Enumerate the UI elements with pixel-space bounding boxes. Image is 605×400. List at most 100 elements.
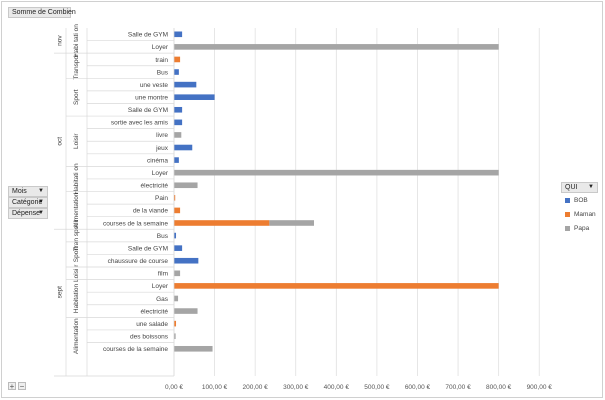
legend-label: Maman <box>574 211 596 218</box>
plus-icon: + <box>9 382 15 391</box>
bar-maman <box>174 195 176 201</box>
item-label: train <box>155 57 168 64</box>
x-tick-label: 600,00 € <box>405 384 431 391</box>
bar-papa <box>174 169 499 176</box>
item-label: Bus <box>157 233 169 240</box>
category-label: Loisir <box>73 133 80 149</box>
bar-papa <box>174 132 182 138</box>
bar-papa <box>269 220 315 226</box>
bar-bob <box>174 31 183 38</box>
bar-papa <box>174 295 179 302</box>
mois-field-button[interactable]: Mois ▼ <box>8 186 48 197</box>
month-label: nov <box>57 35 64 46</box>
bar-papa <box>174 270 181 277</box>
collapse-button[interactable]: − <box>18 382 26 391</box>
bar-maman <box>174 320 177 327</box>
legend-swatch <box>565 211 570 217</box>
item-label: Bus <box>157 69 169 76</box>
bar-papa <box>174 345 213 352</box>
bar-bob <box>174 69 179 75</box>
category-label: Habitation <box>73 283 80 313</box>
category-label: Habi tati on <box>73 24 80 57</box>
item-label: Salle de GYM <box>128 32 168 39</box>
item-label: Loyer <box>152 44 169 51</box>
category-label: Habitati on <box>73 163 80 194</box>
item-label: chaussure de course <box>108 258 169 265</box>
value-field-button[interactable]: Somme de Combien <box>8 7 76 18</box>
category-label: Sport <box>73 246 80 262</box>
bar-papa <box>174 308 198 314</box>
depense-field-label: Dépense <box>12 210 41 217</box>
bar-bob <box>174 119 183 126</box>
dropdown-arrow-icon: ▼ <box>38 188 44 194</box>
x-tick-label: 800,00 € <box>486 384 512 391</box>
item-label: cinéma <box>147 157 168 164</box>
item-label: courses de la semaine <box>103 220 168 227</box>
x-tick-label: 100,00 € <box>202 384 228 391</box>
x-tick-label: 700,00 € <box>445 384 471 391</box>
category-label: Transport <box>73 52 80 80</box>
item-label: courses de la semaine <box>103 346 168 353</box>
item-label: film <box>158 271 168 278</box>
item-label: Salle de GYM <box>128 245 168 252</box>
category-label: Tran spor t <box>73 220 80 251</box>
item-label: une salade <box>136 321 168 328</box>
minus-icon: − <box>19 382 25 391</box>
expand-button[interactable]: + <box>8 382 16 391</box>
mois-field-label: Mois <box>12 188 27 195</box>
categorie-field-button[interactable]: Catégorie ▼ <box>8 197 48 208</box>
month-label: oct <box>57 137 64 146</box>
dropdown-arrow-icon: ▼ <box>38 199 44 205</box>
qui-field-button[interactable]: QUI ▼ <box>561 182 598 193</box>
item-label: électricité <box>141 183 169 190</box>
bar-bob <box>174 245 183 251</box>
bar-papa <box>174 333 176 340</box>
bar-bob <box>174 257 199 264</box>
x-tick-label: 400,00 € <box>324 384 350 391</box>
item-label: des boissons <box>130 334 169 341</box>
month-label: sept <box>57 286 64 298</box>
item-label: Gas <box>156 296 169 303</box>
bar-maman <box>174 207 181 214</box>
bar-bob <box>174 94 215 100</box>
qui-field-label: QUI <box>565 184 578 191</box>
item-label: une montre <box>135 94 168 101</box>
categorie-field-label: Catégorie <box>12 199 43 206</box>
category-label: Alimentation <box>73 192 80 228</box>
legend-item: Maman <box>565 211 596 218</box>
bar-maman <box>174 283 499 289</box>
item-label: sortie avec les amis <box>111 120 169 127</box>
item-label: une veste <box>140 82 169 89</box>
legend-item: BOB <box>565 197 588 204</box>
bar-bob <box>174 81 197 88</box>
category-label: Alimentation <box>73 318 80 354</box>
x-tick-label: 0,00 € <box>165 384 183 391</box>
bar-bob <box>174 144 193 151</box>
item-label: de la viande <box>133 208 168 215</box>
depense-field-button[interactable]: Dépense ▼ <box>8 208 48 219</box>
item-label: livre <box>156 132 168 139</box>
bar-bob <box>174 232 177 239</box>
category-label: Loisi r <box>73 264 80 282</box>
dropdown-arrow-icon: ▼ <box>588 184 594 190</box>
x-tick-label: 500,00 € <box>364 384 390 391</box>
item-label: Pain <box>155 195 168 202</box>
legend-swatch <box>565 225 570 231</box>
category-label: Sport <box>73 89 80 105</box>
bar-papa <box>174 44 499 50</box>
legend-swatch <box>565 197 570 203</box>
legend-label: Papa <box>574 225 590 232</box>
item-label: Salle de GYM <box>128 107 168 114</box>
legend-label: BOB <box>574 197 588 204</box>
bar-bob <box>174 106 183 113</box>
x-tick-label: 300,00 € <box>283 384 309 391</box>
value-field-label: Somme de Combien <box>12 9 76 16</box>
item-label: électricité <box>141 308 169 315</box>
item-label: Loyer <box>152 170 169 177</box>
item-label: jeux <box>155 145 169 152</box>
dropdown-arrow-icon: ▼ <box>38 210 44 216</box>
x-tick-label: 200,00 € <box>243 384 269 391</box>
legend-item: Papa <box>565 225 589 232</box>
